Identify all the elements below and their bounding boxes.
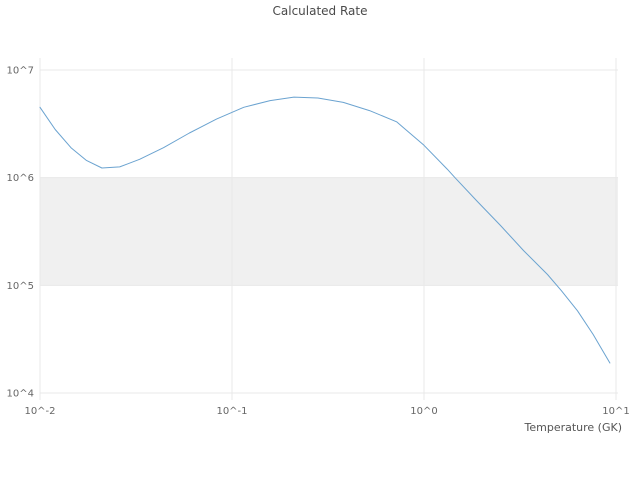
x-tick-label: 10^-2: [24, 406, 55, 417]
x-tick-label: 10^0: [410, 406, 437, 417]
highlight-band: [40, 177, 618, 286]
y-tick-label: 10^5: [7, 281, 34, 292]
x-axis-label: Temperature (GK): [524, 421, 623, 434]
y-tick-label: 10^7: [7, 66, 34, 77]
chart-title: Calculated Rate: [272, 4, 368, 18]
x-tick-label: 10^1: [602, 406, 629, 417]
y-tick-label: 10^6: [7, 173, 34, 184]
y-tick-label: 10^4: [7, 389, 34, 400]
rate-curve: [39, 96, 611, 364]
x-tick-label: 10^-1: [216, 406, 247, 417]
